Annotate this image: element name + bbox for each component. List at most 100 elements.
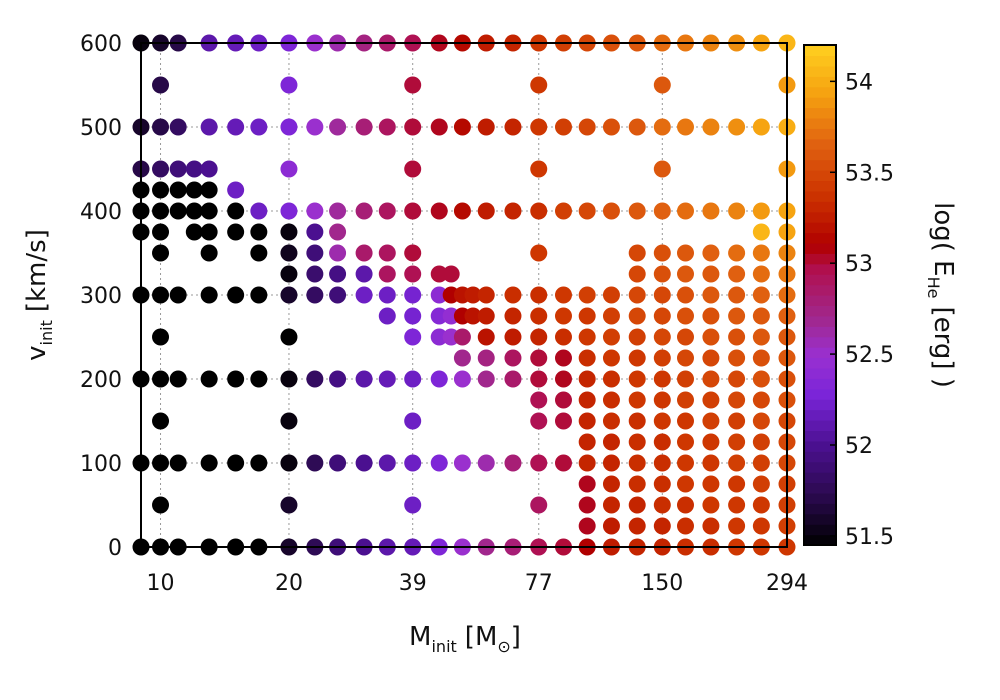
colorbar-band (804, 222, 836, 234)
data-point (442, 265, 460, 283)
data-point (280, 496, 298, 514)
data-point (702, 433, 720, 451)
data-point (653, 475, 671, 493)
y-tick-label: 200 (80, 368, 122, 393)
data-point (676, 496, 694, 514)
data-point (554, 370, 572, 388)
data-point (752, 328, 770, 346)
colorbar-band (804, 284, 836, 296)
colorbar-band (804, 492, 836, 504)
data-point (250, 454, 268, 472)
data-point (728, 454, 746, 472)
colorbar-band (804, 86, 836, 98)
data-point (728, 265, 746, 283)
data-point (378, 286, 396, 304)
colorbar-band (804, 274, 836, 286)
data-point (530, 496, 548, 514)
colorbar-band (804, 242, 836, 254)
data-point (430, 202, 448, 220)
data-point (728, 244, 746, 262)
data-point (653, 76, 671, 94)
data-point (752, 412, 770, 430)
data-point (602, 286, 620, 304)
y-axis-label: vinit [km/s] (22, 229, 56, 361)
data-point (152, 160, 170, 178)
data-point (653, 328, 671, 346)
data-point (728, 517, 746, 535)
data-point (477, 454, 495, 472)
data-point (152, 244, 170, 262)
colorbar-tick-label: 52.5 (845, 343, 894, 368)
colorbar-band (804, 190, 836, 202)
data-point (702, 286, 720, 304)
data-point (530, 286, 548, 304)
data-point (404, 307, 422, 325)
data-point (676, 412, 694, 430)
data-point (554, 202, 572, 220)
data-point (530, 349, 548, 367)
data-point (653, 349, 671, 367)
data-point (578, 370, 596, 388)
data-point (355, 244, 373, 262)
data-point (169, 370, 187, 388)
data-point (453, 328, 471, 346)
data-point (752, 391, 770, 409)
y-tick-label: 100 (80, 452, 122, 477)
colorbar-band (804, 263, 836, 275)
data-point (378, 202, 396, 220)
data-point (280, 244, 298, 262)
data-point (554, 412, 572, 430)
data-point (430, 265, 448, 283)
data-point (430, 328, 448, 346)
colorbar-label: log( EHe [erg] ) (924, 202, 958, 388)
data-point (404, 202, 422, 220)
colorbar-band (804, 367, 836, 379)
x-label-end: ] (511, 622, 521, 652)
data-point (430, 286, 448, 304)
data-point (280, 286, 298, 304)
y-label-main: v (22, 345, 52, 360)
data-point (306, 118, 324, 136)
data-point (200, 181, 218, 199)
data-point (702, 454, 720, 472)
data-point (152, 370, 170, 388)
colorbar-band (804, 55, 836, 67)
data-point (280, 118, 298, 136)
data-point (578, 202, 596, 220)
data-point (355, 202, 373, 220)
colorbar-band (804, 409, 836, 421)
data-point (602, 328, 620, 346)
data-point (702, 349, 720, 367)
data-point (152, 328, 170, 346)
data-point (728, 286, 746, 304)
colorbar-band (804, 399, 836, 411)
data-point (306, 454, 324, 472)
data-point (702, 244, 720, 262)
colorbar-band (804, 65, 836, 77)
data-point (676, 517, 694, 535)
data-point (169, 118, 187, 136)
data-point (752, 433, 770, 451)
data-point (702, 475, 720, 493)
data-point (280, 265, 298, 283)
data-point (578, 118, 596, 136)
data-point (404, 328, 422, 346)
y-tick-label: 400 (80, 200, 122, 225)
data-point (653, 118, 671, 136)
data-point (250, 223, 268, 241)
x-label-unit-sub: ⊙ (497, 637, 510, 656)
data-point (653, 433, 671, 451)
data-point (185, 223, 203, 241)
data-point (329, 370, 347, 388)
data-point (702, 496, 720, 514)
data-point (676, 433, 694, 451)
data-point (602, 370, 620, 388)
data-point (530, 328, 548, 346)
data-point (169, 454, 187, 472)
data-point (530, 454, 548, 472)
data-point (728, 118, 746, 136)
data-point (676, 328, 694, 346)
colorbar-band (804, 305, 836, 317)
data-point (185, 202, 203, 220)
data-point (227, 454, 245, 472)
